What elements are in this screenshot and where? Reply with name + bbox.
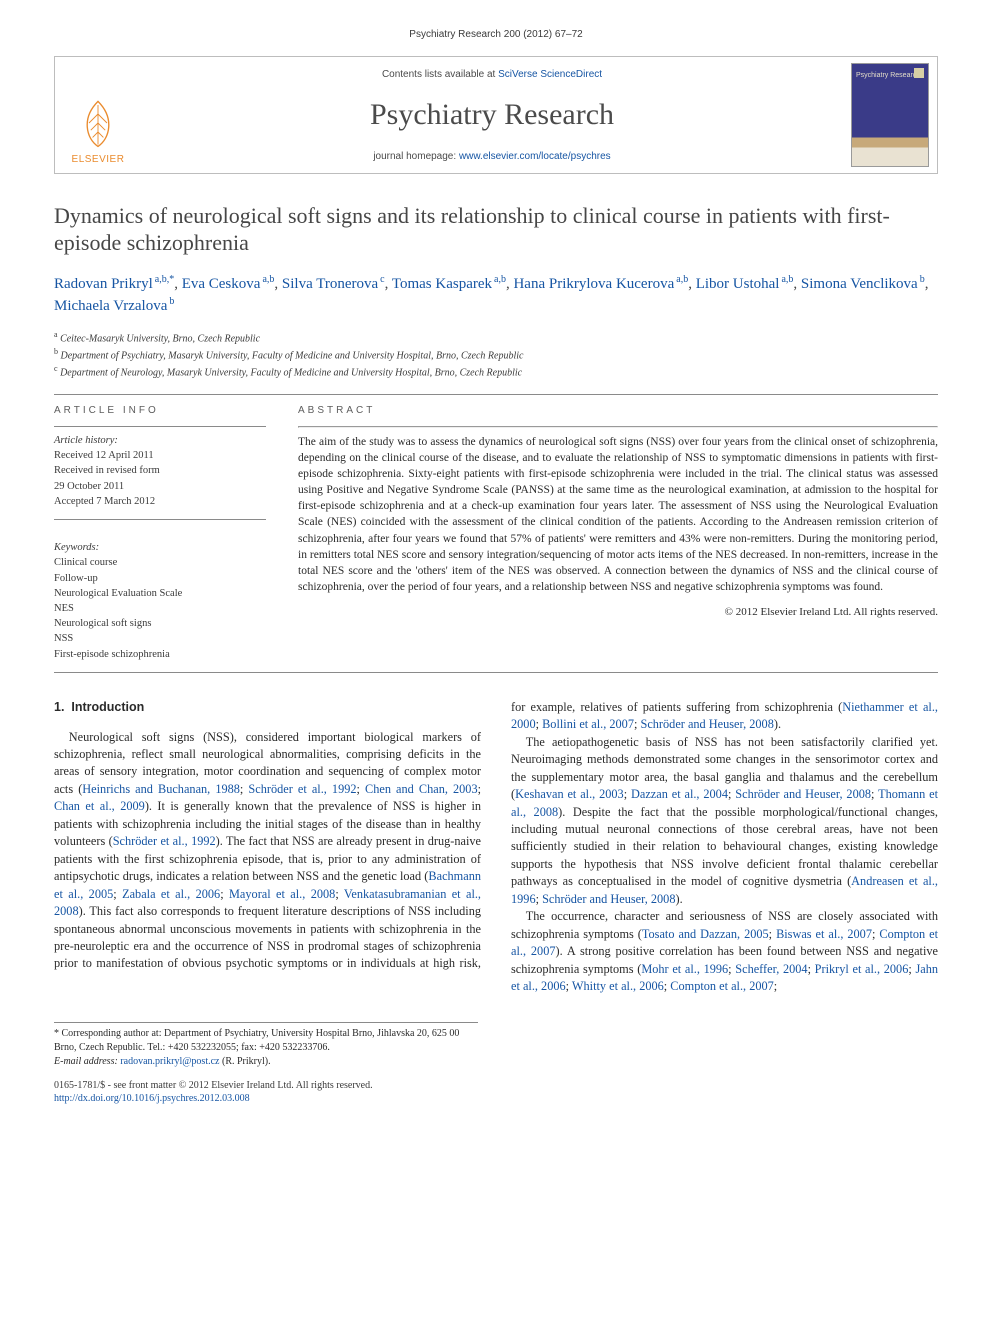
- keywords-list: Clinical courseFollow-upNeurological Eva…: [54, 555, 266, 662]
- citation-link[interactable]: Zabala et al., 2006: [122, 887, 220, 901]
- keywords-label: Keywords:: [54, 542, 99, 553]
- publisher-name: ELSEVIER: [72, 153, 125, 167]
- keyword-item: NES: [54, 601, 266, 616]
- keyword-item: First-episode schizophrenia: [54, 647, 266, 662]
- affiliation-a: a Ceitec-Masaryk University, Brno, Czech…: [54, 329, 938, 346]
- body-paragraph-2: The aetiopathogenetic basis of NSS has n…: [511, 734, 938, 909]
- citation-link[interactable]: Mohr et al., 1996: [641, 962, 728, 976]
- section-1-heading: 1. Introduction: [54, 699, 481, 717]
- citation-link[interactable]: Scheffer, 2004: [735, 962, 807, 976]
- keyword-item: Clinical course: [54, 555, 266, 570]
- citation-link[interactable]: Schröder and Heuser, 2008: [640, 717, 773, 731]
- citation-link[interactable]: Compton et al., 2007: [670, 979, 774, 993]
- bottom-metadata: 0165-1781/$ - see front matter © 2012 El…: [54, 1079, 938, 1106]
- journal-banner: ELSEVIER Contents lists available at Sci…: [54, 56, 938, 174]
- journal-homepage-link[interactable]: www.elsevier.com/locate/psychres: [459, 151, 611, 162]
- issn-copyright-line: 0165-1781/$ - see front matter © 2012 El…: [54, 1079, 938, 1093]
- contents-prefix: Contents lists available at: [382, 69, 498, 80]
- article-history: Article history: Received 12 April 2011 …: [54, 427, 266, 509]
- citation-link[interactable]: Tosato and Dazzan, 2005: [642, 927, 769, 941]
- homepage-prefix: journal homepage:: [373, 151, 459, 162]
- body-paragraph-3: The occurrence, character and seriousnes…: [511, 908, 938, 995]
- author-affiliation-sup: b: [167, 296, 174, 307]
- article-info-heading: ARTICLE INFO: [54, 395, 266, 426]
- citation-link[interactable]: Schröder et al., 1992: [248, 782, 356, 796]
- author-link[interactable]: Simona Venclikova: [801, 276, 918, 292]
- footnotes: * Corresponding author at: Department of…: [54, 1022, 478, 1069]
- history-accepted: Accepted 7 March 2012: [54, 496, 155, 507]
- banner-center: Contents lists available at SciVerse Sci…: [141, 57, 843, 173]
- author-link[interactable]: Tomas Kasparek: [392, 276, 492, 292]
- author-affiliation-sup: b: [918, 274, 925, 285]
- author-affiliation-sup: a,b: [674, 274, 688, 285]
- email-label: E-mail address:: [54, 1056, 118, 1067]
- citation-link[interactable]: Biswas et al., 2007: [776, 927, 872, 941]
- citation-link[interactable]: Keshavan et al., 2003: [515, 787, 624, 801]
- history-received: Received 12 April 2011: [54, 450, 154, 461]
- info-abstract-row: ARTICLE INFO Article history: Received 1…: [54, 395, 938, 661]
- publisher-logo-block: ELSEVIER: [55, 57, 141, 173]
- author-link[interactable]: Eva Ceskova: [182, 276, 261, 292]
- keywords-block: Keywords: Clinical courseFollow-upNeurol…: [54, 534, 266, 662]
- author-affiliation-sup: c: [378, 274, 384, 285]
- author-link[interactable]: Michaela Vrzalova: [54, 298, 167, 314]
- email-who: (R. Prikryl).: [219, 1056, 270, 1067]
- corresponding-author-note: * Corresponding author at: Department of…: [54, 1027, 478, 1055]
- homepage-line: journal homepage: www.elsevier.com/locat…: [145, 150, 839, 164]
- abstract-column: ABSTRACT The aim of the study was to ass…: [298, 395, 938, 661]
- article-title: Dynamics of neurological soft signs and …: [54, 202, 938, 257]
- article-info-column: ARTICLE INFO Article history: Received 1…: [54, 395, 266, 661]
- author-link[interactable]: Silva Tronerova: [282, 276, 378, 292]
- citation-link[interactable]: Chen and Chan, 2003: [365, 782, 478, 796]
- cover-label: Psychiatry Research: [852, 64, 928, 88]
- author-link[interactable]: Libor Ustohal: [696, 276, 780, 292]
- mid-rule: [54, 672, 938, 673]
- journal-cover-thumb: Psychiatry Research: [851, 63, 929, 167]
- author-email-link[interactable]: radovan.prikryl@post.cz: [120, 1056, 219, 1067]
- citation-link[interactable]: Prikryl et al., 2006: [815, 962, 909, 976]
- history-label: Article history:: [54, 435, 118, 446]
- citation-link[interactable]: Schröder and Heuser, 2008: [542, 892, 675, 906]
- author-affiliation-sup: a,b: [779, 274, 793, 285]
- abstract-heading: ABSTRACT: [298, 395, 938, 426]
- doi-link[interactable]: http://dx.doi.org/10.1016/j.psychres.201…: [54, 1093, 250, 1104]
- body-two-columns: 1. Introduction Neurological soft signs …: [54, 699, 938, 996]
- journal-name: Psychiatry Research: [145, 95, 839, 136]
- banner-cover: Psychiatry Research: [843, 57, 937, 173]
- citation-link[interactable]: Whitty et al., 2006: [572, 979, 664, 993]
- elsevier-tree-icon: [71, 96, 125, 150]
- abstract-text: The aim of the study was to assess the d…: [298, 428, 938, 595]
- citation-link[interactable]: Schröder and Heuser, 2008: [735, 787, 871, 801]
- citation-link[interactable]: Schröder et al., 1992: [113, 834, 216, 848]
- email-line: E-mail address: radovan.prikryl@post.cz …: [54, 1055, 478, 1069]
- citation-link[interactable]: Dazzan et al., 2004: [631, 787, 728, 801]
- running-header: Psychiatry Research 200 (2012) 67–72: [54, 28, 938, 42]
- author-affiliation-sup: a,b,*: [153, 274, 174, 285]
- citation-link[interactable]: Heinrichs and Buchanan, 1988: [82, 782, 240, 796]
- citation-link[interactable]: Chan et al., 2009: [54, 799, 145, 813]
- author-affiliation-sup: a,b: [260, 274, 274, 285]
- author-link[interactable]: Radovan Prikryl: [54, 276, 153, 292]
- citation-link[interactable]: Mayoral et al., 2008: [229, 887, 335, 901]
- sciencedirect-link[interactable]: SciVerse ScienceDirect: [498, 69, 602, 80]
- history-revised-date: 29 October 2011: [54, 481, 124, 492]
- keyword-item: Follow-up: [54, 571, 266, 586]
- keyword-item: Neurological soft signs: [54, 616, 266, 631]
- keyword-item: NSS: [54, 631, 266, 646]
- author-link[interactable]: Hana Prikrylova Kucerova: [513, 276, 674, 292]
- keyword-item: Neurological Evaluation Scale: [54, 586, 266, 601]
- abstract-copyright: © 2012 Elsevier Ireland Ltd. All rights …: [298, 605, 938, 620]
- author-affiliation-sup: a,b: [492, 274, 506, 285]
- citation-link[interactable]: Bollini et al., 2007: [542, 717, 634, 731]
- affiliation-b: b Department of Psychiatry, Masaryk Univ…: [54, 346, 938, 363]
- history-revised: Received in revised form: [54, 465, 160, 476]
- info-rule-2: [54, 519, 266, 520]
- affiliation-c: c Department of Neurology, Masaryk Unive…: [54, 363, 938, 380]
- author-list: Radovan Prikryl a,b,*, Eva Ceskova a,b, …: [54, 273, 938, 317]
- contents-line: Contents lists available at SciVerse Sci…: [145, 68, 839, 82]
- affiliations: a Ceitec-Masaryk University, Brno, Czech…: [54, 329, 938, 381]
